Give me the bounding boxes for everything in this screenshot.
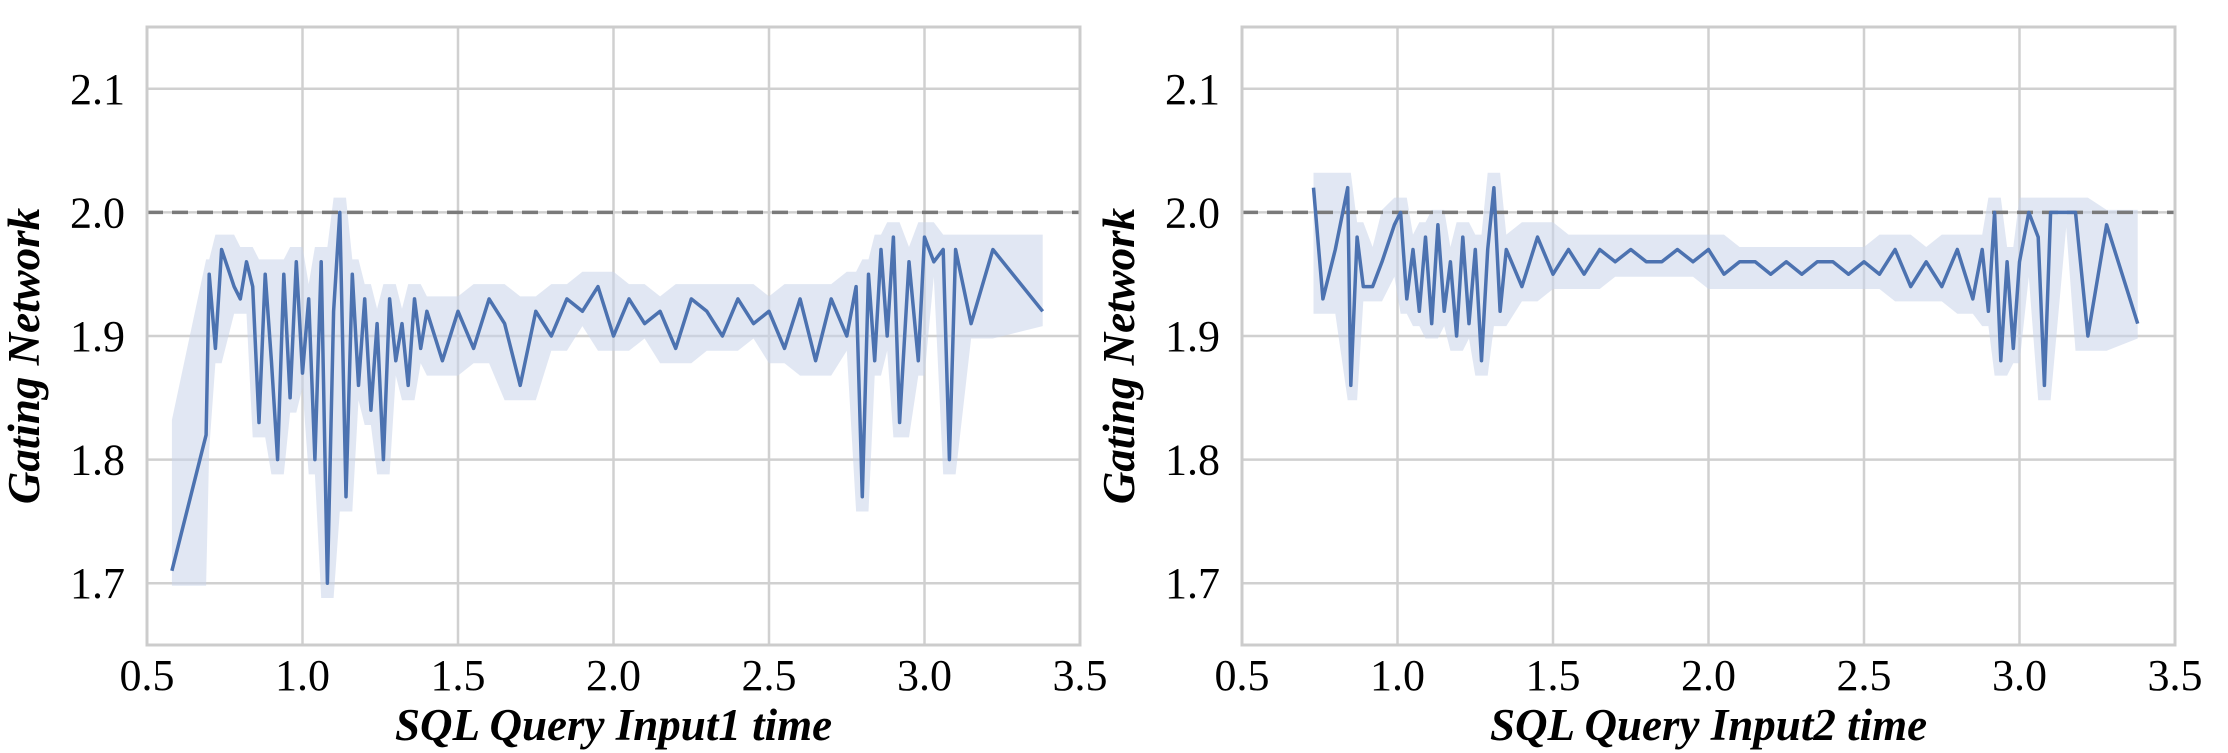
plot-frame (145, 25, 1082, 647)
x-tick-label: 2.5 (1837, 651, 1892, 700)
plot-frame (1240, 25, 2177, 647)
y-tick-label: 1.8 (1165, 436, 1220, 485)
x-tick-label: 2.0 (1681, 651, 1736, 700)
y-tick-label: 2.0 (1165, 188, 1220, 237)
y-tick-label: 1.8 (70, 436, 125, 485)
series-line (1311, 185, 2140, 388)
x-tick-label: 0.5 (1215, 651, 1270, 700)
x-tick-label: 1.0 (275, 651, 330, 700)
y-axis-label: Gating Network (0, 207, 49, 504)
x-tick-label: 3.0 (897, 651, 952, 700)
confidence-band (1313, 172, 2138, 401)
x-tick-label: 2.0 (586, 651, 641, 700)
left-chart-panel: 0.5 1.0 1.5 2.0 2.5 3.0 3.5 1.7 1.8 1.9 2.0 2.1 SQL … (0, 25, 1108, 750)
x-tick-label: 2.5 (742, 651, 797, 700)
y-tick-label: 1.7 (70, 559, 125, 608)
x-tick-label: 1.5 (1526, 651, 1581, 700)
y-tick-label: 1.9 (70, 312, 125, 361)
right-chart-panel: 0.5 1.0 1.5 2.0 2.5 3.0 3.5 1.7 1.8 1.9 2.0 2.1 SQL … (1094, 25, 2203, 750)
y-tick-label: 2.1 (70, 65, 125, 114)
y-tick-label: 1.9 (1165, 312, 1220, 361)
y-tick-label: 2.0 (70, 188, 125, 237)
x-tick-label: 1.0 (1370, 651, 1425, 700)
y-tick-label: 1.7 (1165, 559, 1220, 608)
x-axis-label: SQL Query Input2 time (1490, 700, 1927, 750)
y-tick-label: 2.1 (1165, 65, 1220, 114)
y-axis-label: Gating Network (1094, 207, 1144, 504)
series-line (170, 210, 1045, 585)
x-tick-label: 3.5 (2148, 651, 2203, 700)
x-tick-label: 1.5 (431, 651, 486, 700)
x-tick-label: 3.0 (1992, 651, 2047, 700)
x-tick-label: 0.5 (120, 651, 175, 700)
x-tick-label: 3.5 (1053, 651, 1108, 700)
x-axis-label: SQL Query Input1 time (395, 700, 832, 750)
